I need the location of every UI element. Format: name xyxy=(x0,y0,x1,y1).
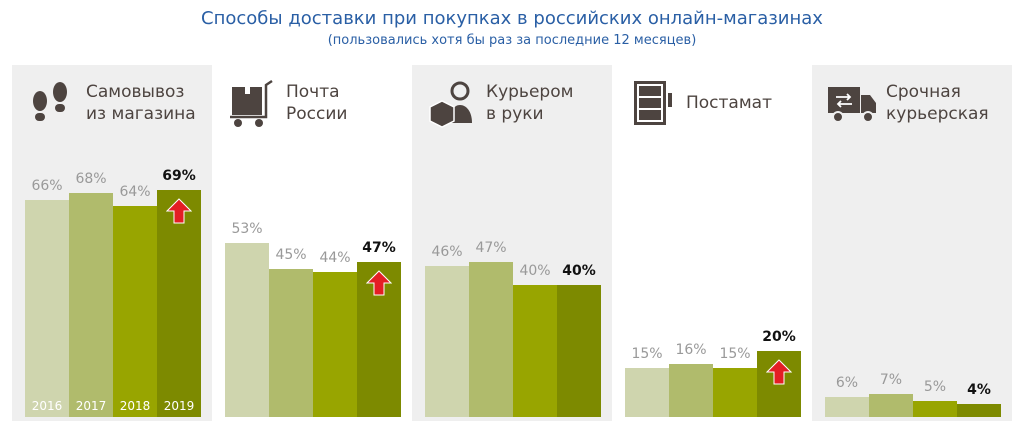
bar-2019 xyxy=(957,403,1001,417)
data-label: 7% xyxy=(879,371,903,388)
bar-2016 xyxy=(625,367,669,417)
bar-2017 xyxy=(269,268,313,417)
year-label: 2017 xyxy=(75,399,107,413)
bar-2018 xyxy=(113,206,157,417)
delivery-truck-icon xyxy=(826,77,878,129)
bar-2018 xyxy=(713,367,757,417)
bar-2018 xyxy=(313,272,357,417)
bar-2017 xyxy=(469,262,513,417)
bar-2019 xyxy=(557,285,601,417)
year-label: 2016 xyxy=(31,399,63,413)
data-label: 44% xyxy=(319,250,351,267)
parcel-locker-icon xyxy=(626,77,678,129)
data-label: 47% xyxy=(362,240,396,257)
data-label: 15% xyxy=(719,345,751,362)
group-label: Почта России xyxy=(286,82,348,124)
bar-2016 xyxy=(225,242,269,417)
data-label: 66% xyxy=(31,177,63,194)
chart-subtitle: (пользовались хотя бы раз за последние 1… xyxy=(327,33,697,48)
panel-5: Срочная курьерская 6% 7% 5% 4% xyxy=(812,65,1012,421)
bar-2016 xyxy=(825,397,869,417)
panel-4: Постамат 15% 16% 15% 20% xyxy=(612,65,812,421)
panel-1: Самовывоз из магазина 66% 2016 68% 2017 64% 201… xyxy=(12,65,212,421)
data-label: 16% xyxy=(675,342,707,359)
data-label: 45% xyxy=(275,246,307,263)
chart-title: Способы доставки при покупках в российск… xyxy=(201,8,823,29)
data-label: 46% xyxy=(431,243,463,260)
up-arrow-icon xyxy=(166,198,192,224)
panel-2: Почта России 53% 45% 44% 47% xyxy=(212,65,412,421)
data-label: 69% xyxy=(162,167,196,184)
footprints-icon xyxy=(26,77,78,129)
bar-2016 xyxy=(425,265,469,417)
bar-2017 xyxy=(869,393,913,417)
bar-2016 xyxy=(25,199,69,417)
data-label: 47% xyxy=(475,240,507,257)
year-label: 2018 xyxy=(119,399,151,413)
group-label: Курьером в руки xyxy=(486,82,574,124)
data-label: 40% xyxy=(562,263,596,280)
data-label: 6% xyxy=(835,375,859,392)
data-label: 20% xyxy=(762,329,796,346)
bar-2019 xyxy=(157,190,201,417)
data-label: 5% xyxy=(923,378,947,395)
group-label: Самовывоз из магазина xyxy=(86,82,196,124)
year-label: 2019 xyxy=(163,399,195,413)
data-label: 40% xyxy=(519,263,551,280)
group-label: Срочная курьерская xyxy=(886,82,989,124)
group-label: Постамат xyxy=(686,93,772,113)
data-label: 4% xyxy=(967,381,991,398)
parcel-cart-icon xyxy=(226,77,278,129)
data-label: 68% xyxy=(75,171,107,188)
data-label: 15% xyxy=(631,345,663,362)
up-arrow-icon xyxy=(766,359,792,385)
panel-3: Курьером в руки 46% 47% 40% 40% xyxy=(412,65,612,421)
up-arrow-icon xyxy=(366,270,392,296)
bar-2017 xyxy=(669,364,713,417)
bar-2017 xyxy=(69,193,113,417)
bar-2018 xyxy=(913,400,957,417)
data-label: 64% xyxy=(119,184,151,201)
bar-2018 xyxy=(513,285,557,417)
courier-icon xyxy=(426,77,478,129)
data-label: 53% xyxy=(231,220,263,237)
